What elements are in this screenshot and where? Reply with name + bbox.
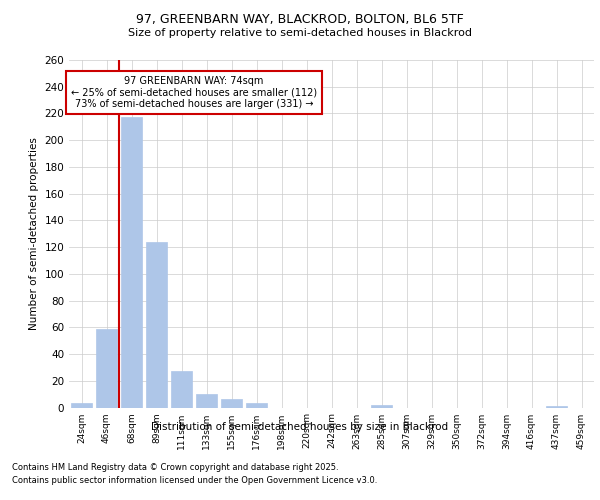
Bar — [71, 404, 92, 407]
Bar — [246, 404, 267, 407]
Text: 97 GREENBARN WAY: 74sqm
← 25% of semi-detached houses are smaller (112)
73% of s: 97 GREENBARN WAY: 74sqm ← 25% of semi-de… — [71, 76, 317, 109]
Bar — [121, 118, 142, 408]
Text: Distribution of semi-detached houses by size in Blackrod: Distribution of semi-detached houses by … — [151, 422, 449, 432]
Bar — [221, 400, 242, 407]
Bar — [96, 328, 117, 407]
Bar — [146, 242, 167, 408]
Bar — [371, 405, 392, 407]
Text: Size of property relative to semi-detached houses in Blackrod: Size of property relative to semi-detach… — [128, 28, 472, 38]
Bar — [171, 372, 192, 408]
Text: Contains HM Land Registry data © Crown copyright and database right 2025.: Contains HM Land Registry data © Crown c… — [12, 462, 338, 471]
Y-axis label: Number of semi-detached properties: Number of semi-detached properties — [29, 138, 39, 330]
Text: Contains public sector information licensed under the Open Government Licence v3: Contains public sector information licen… — [12, 476, 377, 485]
Bar — [196, 394, 217, 407]
Text: 97, GREENBARN WAY, BLACKROD, BOLTON, BL6 5TF: 97, GREENBARN WAY, BLACKROD, BOLTON, BL6… — [136, 12, 464, 26]
Bar — [546, 406, 567, 407]
